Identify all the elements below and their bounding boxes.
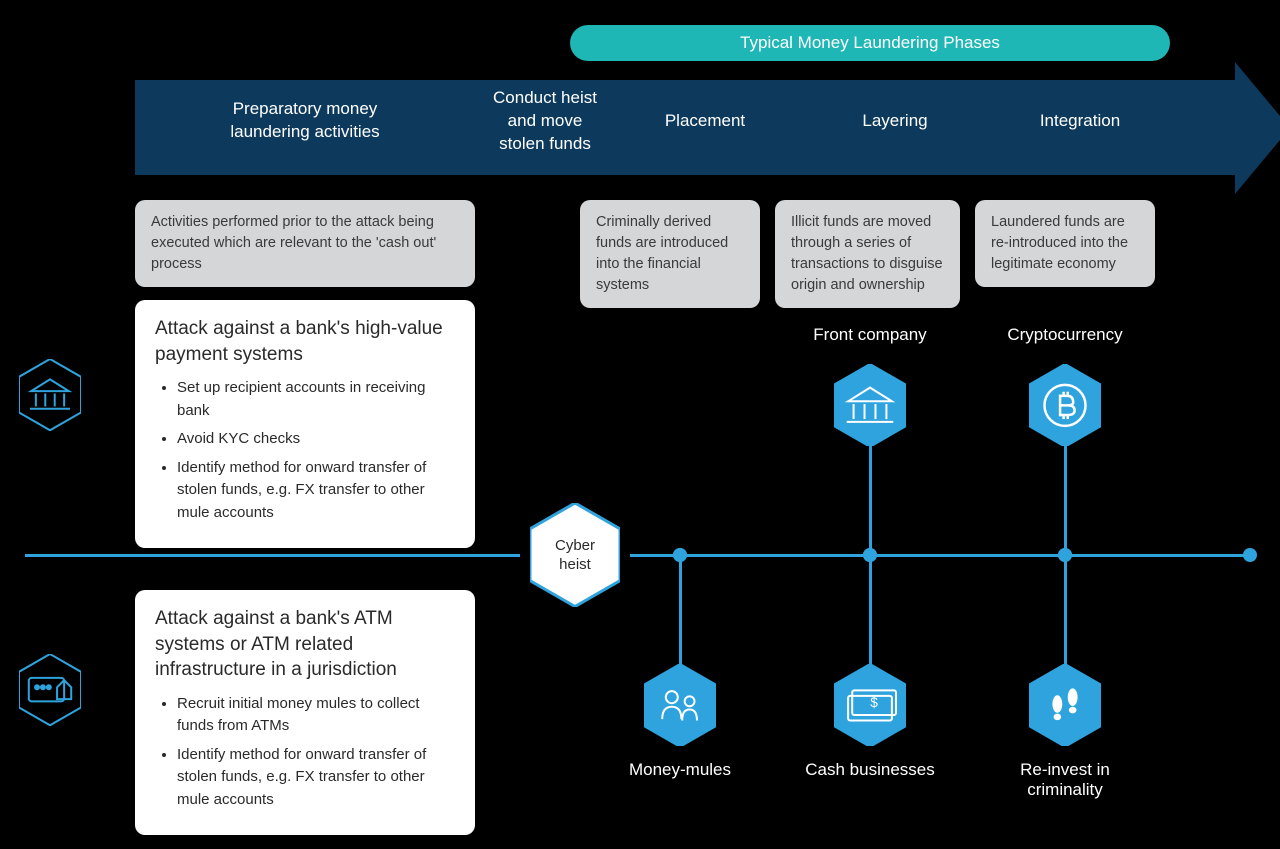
phase-label-3: Layering <box>825 110 965 133</box>
side-hex-card-icon <box>19 654 81 725</box>
attack-card-1: Attack against a bank's ATM systems or A… <box>135 590 475 835</box>
node-hex-cash-icon: $ <box>834 664 906 747</box>
attack-bullet: Avoid KYC checks <box>177 428 455 451</box>
phase-label-1: Conduct heistand movestolen funds <box>465 87 625 156</box>
attack-bullet: Set up recipient accounts in receiving b… <box>177 377 455 422</box>
timeline-dot <box>1243 548 1257 562</box>
phases-banner: Typical Money Laundering Phases <box>570 25 1170 61</box>
attack-bullet: Identify method for onward transfer of s… <box>177 457 455 525</box>
node-hex-people-icon <box>644 664 716 747</box>
node-label: Re-invest incriminality <box>965 760 1165 800</box>
timeline-dot <box>863 548 877 562</box>
timeline-line <box>630 554 1255 557</box>
node-label: Money-mules <box>580 760 780 780</box>
side-hex-bank-icon <box>19 359 81 430</box>
attack-card-title: Attack against a bank's high-value payme… <box>155 316 455 367</box>
center-hex-cyber-heist: Cyberheist <box>530 503 620 607</box>
phase-desc-2: Illicit funds are moved through a series… <box>775 200 960 308</box>
svg-text:$: $ <box>870 694 878 709</box>
attack-card-0: Attack against a bank's high-value payme… <box>135 300 475 548</box>
node-hex-bitcoin-icon <box>1029 364 1101 447</box>
timeline-line <box>25 554 520 557</box>
phase-desc-3: Laundered funds are re-introduced into t… <box>975 200 1155 287</box>
node-label: Cryptocurrency <box>965 325 1165 345</box>
attack-bullet: Identify method for onward transfer of s… <box>177 744 455 812</box>
attack-bullet: Recruit initial money mules to collect f… <box>177 693 455 738</box>
timeline-dot <box>1058 548 1072 562</box>
phase-label-2: Placement <box>635 110 775 133</box>
node-label: Front company <box>770 325 970 345</box>
node-hex-feet-icon <box>1029 664 1101 747</box>
attack-card-title: Attack against a bank's ATM systems or A… <box>155 606 455 683</box>
phase-desc-1: Criminally derived funds are introduced … <box>580 200 760 308</box>
node-label: Cash businesses <box>770 760 970 780</box>
phase-label-0: Preparatory moneylaundering activities <box>200 98 410 144</box>
node-hex-bank-icon <box>834 364 906 447</box>
timeline-dot <box>673 548 687 562</box>
phase-label-4: Integration <box>1010 110 1150 133</box>
hex-label: Cyberheist <box>530 536 620 575</box>
phase-desc-0: Activities performed prior to the attack… <box>135 200 475 287</box>
